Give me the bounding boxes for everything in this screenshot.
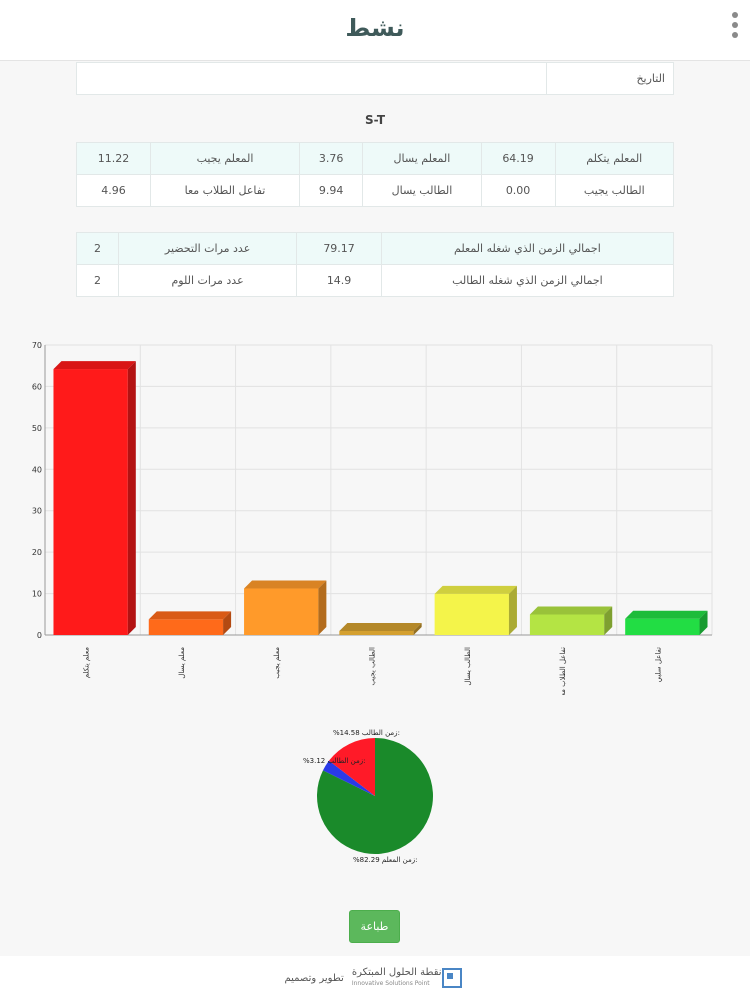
bar-chart: 0 10 20 30 40 50 60 70 معلم يتكلم معلم يسال معلم ي… [32,341,713,695]
print-button[interactable]: طباعة [349,910,400,943]
bar [244,588,319,635]
bar [434,593,509,635]
stats-table: المعلم يتكلم 64.19 المعلم يسال 3.76 المع… [76,142,675,207]
total-value: 2 [76,264,119,297]
bar-top [625,610,708,619]
total-value: 2 [76,232,119,265]
total-label: عدد مرات اللوم [117,264,298,297]
x-tick-label: الطالب يجيب [369,647,377,686]
table-row: الطالب يجيب 0.00 الطالب يسال 9.94 تفاعل … [76,174,675,207]
x-tick-label: تفاعل الطلاب معا [559,647,567,695]
stat-value: 64.19 [480,142,556,175]
total-label: اجمالي الزمن الذي شغله الطالب [380,264,675,297]
stat-label: المعلم يسال [362,142,482,175]
bar-top [529,606,613,615]
bar-top [434,585,517,594]
stat-label: المعلم يتكلم [554,142,675,175]
page-title: نشط [345,14,405,42]
footer: تطوير وتصميم نقطة الحلول المبتكرة Innova… [0,956,750,1000]
pie-label: %82.29 زمن المعلم: [353,856,417,864]
st-title: S-T [364,113,386,127]
table-row: اجمالي الزمن الذي شغله المعلم 79.17 عدد … [76,232,675,265]
total-label: عدد مرات التحضير [117,232,298,265]
stat-label: المعلم يجيب [149,142,300,175]
brand-name: نقطة الحلول المبتكرة [351,967,442,978]
stat-label: الطالب يسال [362,174,482,207]
stat-value: 3.76 [298,142,364,175]
bar [148,619,224,635]
y-tick-label: 10 [32,590,42,599]
pie-label: %3.12 زمن الطالب: [303,757,365,765]
stat-value: 11.22 [76,142,151,175]
bar-side [699,610,708,635]
x-tick-label: تفاعل سلبي [654,647,662,683]
bar [53,369,128,635]
x-tick-label: معلم يتكلم [83,647,91,678]
bar-side [223,611,232,635]
y-tick-label: 70 [32,341,42,350]
app-header: نشط [0,0,750,61]
pie-slice [328,738,375,796]
bar-top [244,580,327,589]
bar [529,614,605,635]
y-tick-label: 30 [32,507,42,516]
x-tick-label: الطالب يسال [464,647,472,686]
table-row: اجمالي الزمن الذي شغله الطالب 14.9 عدد م… [76,264,675,297]
bar [625,618,700,635]
date-label: التاريخ [546,62,674,95]
date-table: التاريخ [76,62,674,95]
bar-side [508,585,517,635]
y-tick-label: 60 [32,382,42,391]
stat-label: الطالب يجيب [554,174,675,207]
total-value: 14.9 [296,264,382,297]
y-tick-label: 20 [32,548,42,557]
bar-side [604,606,613,635]
bar-side [413,623,422,635]
stat-value: 0.00 [480,174,556,207]
stat-value: 4.96 [76,174,151,207]
y-tick-label: 40 [32,465,42,474]
date-value [76,62,547,95]
more-options-icon[interactable] [728,8,742,52]
totals-table: اجمالي الزمن الذي شغله المعلم 79.17 عدد … [76,232,675,297]
y-tick-label: 50 [32,424,42,433]
footer-brand[interactable]: نقطة الحلول المبتكرة Innovative Solution… [352,967,466,989]
brand-logo-icon [441,968,462,988]
bar [339,631,414,635]
x-tick-label: معلم يسال [178,647,186,679]
pie-chart: %82.29 زمن المعلم: %3.12 زمن الطالب: %14.5… [303,729,433,864]
bar-top [339,623,422,631]
x-tick-label: معلم يجيب [273,647,281,679]
bar-side [127,361,136,635]
bar-top [148,611,232,620]
y-tick-label: 0 [37,631,42,640]
total-value: 79.17 [296,232,382,265]
footer-prefix: تطوير وتصميم [284,972,344,984]
brand-subtitle: Innovative Solutions Point [351,980,430,987]
table-row: المعلم يتكلم 64.19 المعلم يسال 3.76 المع… [76,142,675,175]
pie-label: %14.58 زمن الطالب: [333,729,400,737]
total-label: اجمالي الزمن الذي شغله المعلم [380,232,675,265]
stat-value: 9.94 [298,174,364,207]
pie-slice [322,760,375,796]
bar-side [318,580,327,635]
bar-top [53,361,136,370]
stat-label: تفاعل الطلاب معا [149,174,300,207]
